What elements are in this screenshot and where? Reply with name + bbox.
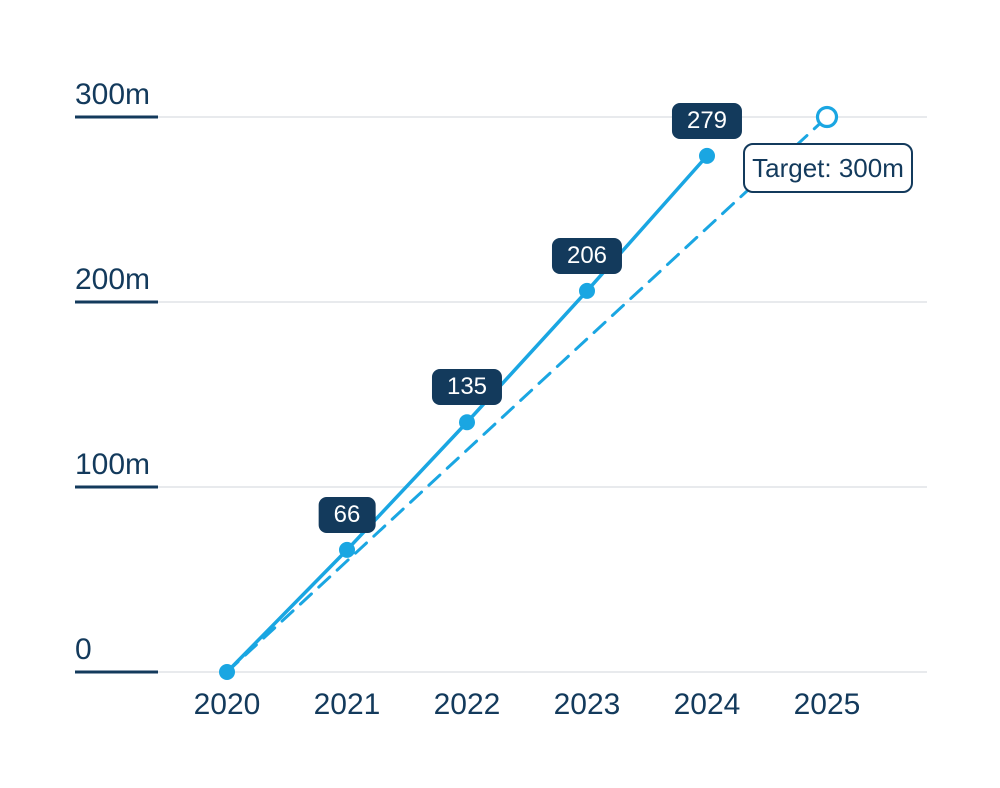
data-point-label: 279 [671, 102, 743, 139]
y-axis-tick-label: 100m [75, 448, 151, 481]
x-axis-tick-label: 2020 [193, 688, 261, 721]
target-point-marker [815, 105, 839, 129]
actual-line [225, 154, 709, 674]
data-point-marker [219, 664, 235, 680]
x-axis-tick-label: 2021 [313, 688, 381, 721]
target-trajectory-line [225, 115, 829, 674]
data-point-label: 135 [431, 369, 503, 406]
x-axis-tick-label: 2024 [673, 688, 741, 721]
x-axis-tick-label: 2022 [433, 688, 501, 721]
data-point-marker [699, 147, 715, 164]
y-axis-tick-label: 0 [75, 633, 92, 666]
y-axis-tick-label: 200m [75, 263, 151, 296]
target-annotation-box: Target: 300m [743, 143, 913, 193]
data-point-marker [579, 282, 595, 299]
y-axis-tick-label: 300m [75, 78, 151, 111]
data-point-marker [339, 541, 355, 558]
data-point-marker [459, 414, 475, 431]
x-axis-tick-label: 2025 [793, 688, 861, 721]
x-axis-tick-label: 2023 [553, 688, 621, 721]
data-point-label: 206 [551, 237, 623, 274]
data-point-label: 66 [318, 496, 376, 533]
target-annotation-label: Target: 300m [752, 152, 904, 183]
